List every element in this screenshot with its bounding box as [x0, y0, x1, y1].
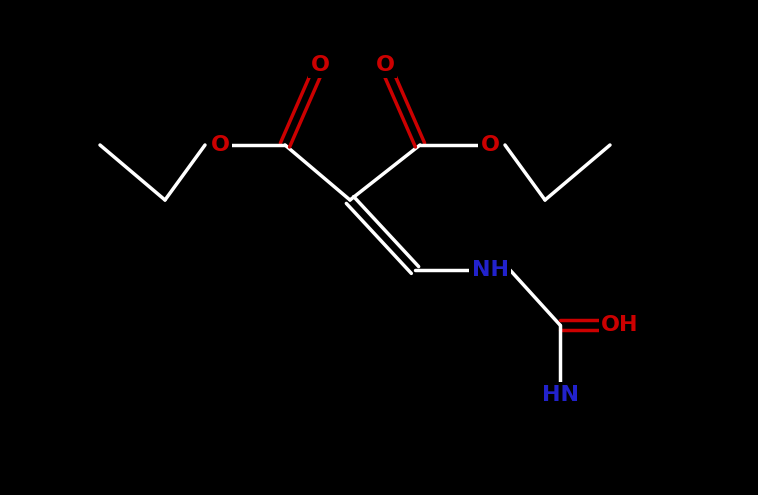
Text: OH: OH: [601, 315, 639, 335]
Text: HN: HN: [541, 385, 578, 405]
Text: O: O: [481, 135, 500, 155]
Text: O: O: [311, 55, 330, 75]
Text: O: O: [375, 55, 394, 75]
Text: NH: NH: [471, 260, 509, 280]
Text: O: O: [211, 135, 230, 155]
